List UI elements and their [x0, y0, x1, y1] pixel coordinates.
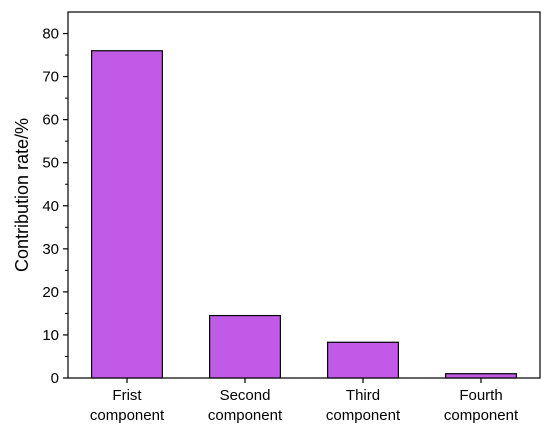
- y-axis-title: Contribution rate/%: [12, 118, 32, 272]
- x-tick-label: Second: [220, 387, 271, 404]
- bar-2: [209, 314, 282, 379]
- x-tick-label: Fourth: [459, 387, 502, 404]
- y-tick-label: 0: [51, 370, 59, 387]
- y-axis: 0 10 20 30 40 50 60 70 80: [42, 26, 68, 387]
- y-tick-label: 30: [42, 241, 59, 258]
- bar-series: [90, 50, 518, 379]
- bar-1: [90, 50, 164, 379]
- y-tick-label: 70: [42, 69, 59, 86]
- x-tick-label: Third: [346, 387, 380, 404]
- x-tick-label: component: [208, 407, 283, 424]
- y-tick-label: 50: [42, 155, 59, 172]
- y-tick-label: 10: [42, 327, 59, 344]
- y-tick-label: 80: [42, 26, 59, 43]
- x-tick-label: component: [326, 407, 401, 424]
- plot-frame: [67, 11, 541, 379]
- bar-4: [445, 373, 518, 379]
- x-tick-label: component: [90, 407, 165, 424]
- y-tick-label: 40: [42, 198, 59, 215]
- x-tick-label: Frist: [112, 387, 142, 404]
- y-tick-label: 60: [42, 112, 59, 129]
- y-tick-label: 20: [42, 284, 59, 301]
- bar-3: [327, 341, 400, 379]
- x-tick-label: component: [444, 407, 519, 424]
- x-axis: Frist component Second component Third compon…: [90, 378, 519, 424]
